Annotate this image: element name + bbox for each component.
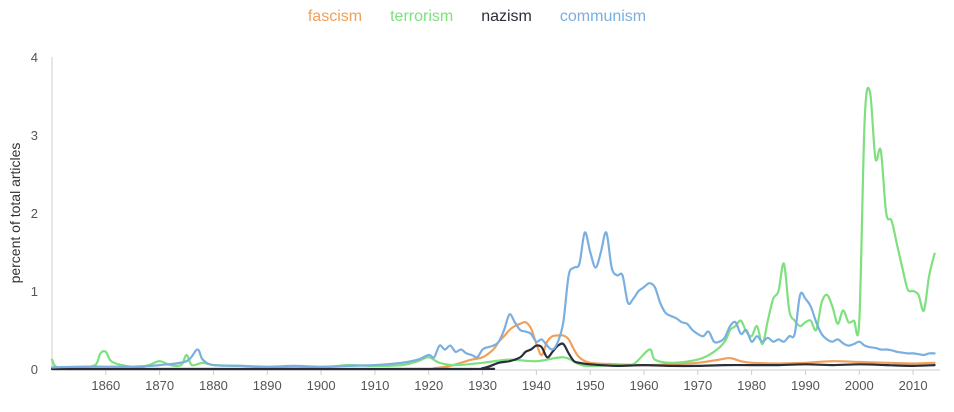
x-tick-label: 1940 [522, 378, 551, 393]
x-tick-label: 2000 [845, 378, 874, 393]
legend-item-communism[interactable]: communism [559, 8, 647, 25]
legend-item-terrorism[interactable]: terrorism [390, 8, 454, 25]
x-tick-label: 1970 [683, 378, 712, 393]
x-tick-label: 1900 [307, 378, 336, 393]
y-tick-label: 3 [31, 128, 38, 143]
x-tick-label: 2010 [899, 378, 928, 393]
y-tick-label: 1 [31, 284, 38, 299]
series-line-nazism [50, 342, 936, 371]
series-line-terrorism [50, 86, 936, 370]
series-line-communism [50, 231, 936, 369]
x-tick-label: 1860 [91, 378, 120, 393]
y-axis-label: percent of total articles [7, 143, 23, 284]
x-tick-label: 1950 [576, 378, 605, 393]
legend-item-fascism[interactable]: fascism [307, 8, 363, 25]
x-tick-label: 1980 [737, 378, 766, 393]
x-tick-label: 1880 [199, 378, 228, 393]
x-tick-label: 1960 [630, 378, 659, 393]
y-tick-label: 4 [31, 50, 38, 65]
x-tick-label: 1990 [791, 378, 820, 393]
y-tick-label: 2 [31, 206, 38, 221]
x-tick-label: 1890 [253, 378, 282, 393]
x-tick-label: 1930 [468, 378, 497, 393]
x-tick-label: 1920 [414, 378, 443, 393]
legend: fascism terrorism nazism communism [0, 8, 954, 26]
x-tick-label: 1910 [360, 378, 389, 393]
series-line-fascism [50, 320, 936, 371]
y-tick-label: 0 [31, 362, 38, 377]
legend-item-nazism[interactable]: nazism [481, 8, 532, 25]
x-tick-label: 1870 [145, 378, 174, 393]
